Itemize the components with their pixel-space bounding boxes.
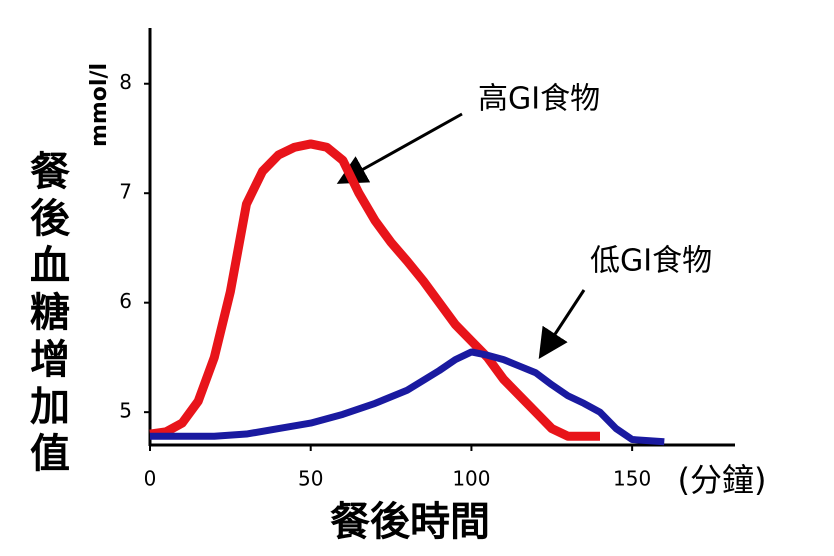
y-tick-label: 7	[119, 180, 132, 204]
arrow	[538, 289, 586, 360]
y-tick-label: 5	[119, 399, 132, 423]
y-axis-title: 餐後血糖增加值	[23, 150, 69, 479]
y-unit: mmol/l	[87, 63, 112, 147]
series-label: 高GI食物	[478, 82, 600, 117]
series-label: 低GI食物	[590, 244, 712, 279]
y-tick-label: 6	[119, 289, 132, 313]
arrow	[336, 112, 463, 184]
line-series	[149, 139, 600, 441]
x-unit: (分鐘)	[678, 461, 767, 499]
x-tick-label: 150	[613, 467, 651, 491]
y-tick-label: 8	[119, 70, 132, 94]
x-tick-label: 50	[298, 467, 323, 491]
x-tick-label: 0	[144, 467, 157, 491]
x-tick-label: 100	[452, 467, 490, 491]
line-series	[150, 348, 665, 446]
x-axis-title: 餐後時間	[330, 499, 490, 545]
